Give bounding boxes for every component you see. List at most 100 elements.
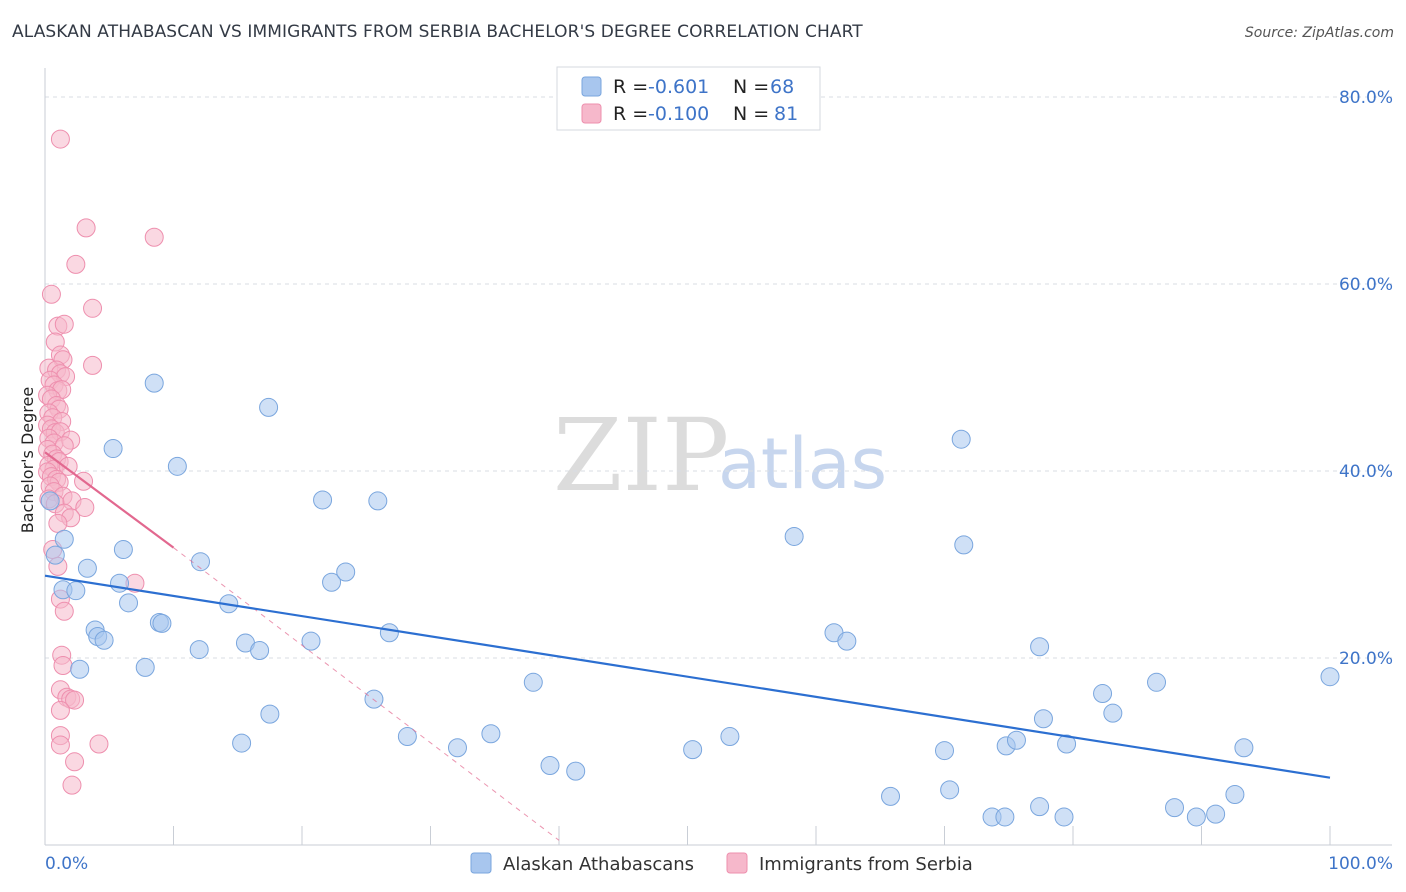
- point-serbia: [48, 513, 68, 533]
- point-serbia: [75, 497, 95, 517]
- y-tick-label-40: 40.0%: [1339, 462, 1393, 482]
- x-tick-label-max: 100.0%: [1328, 854, 1393, 874]
- point-athabascan: [94, 630, 114, 650]
- point-athabascan: [720, 727, 740, 747]
- point-serbia: [54, 314, 74, 334]
- point-athabascan: [260, 704, 280, 724]
- point-serbia: [83, 355, 103, 375]
- legend-r-label-2: R =: [613, 103, 648, 125]
- point-athabascan: [54, 529, 74, 549]
- legend-n-label-2: N =: [733, 103, 769, 125]
- point-athabascan: [66, 581, 86, 601]
- point-athabascan: [379, 623, 399, 643]
- y-tick-label-80: 80.0%: [1339, 88, 1393, 108]
- point-athabascan: [250, 641, 270, 661]
- point-serbia: [144, 227, 164, 247]
- point-serbia: [65, 752, 85, 772]
- legend-n-value-2: 81: [774, 103, 798, 125]
- point-serbia: [50, 700, 70, 720]
- point-athabascan: [232, 733, 252, 753]
- series-serbia-points: [38, 129, 164, 795]
- point-athabascan: [1057, 734, 1077, 754]
- point-athabascan: [70, 659, 90, 679]
- point-athabascan: [152, 613, 172, 633]
- point-athabascan: [364, 689, 384, 709]
- point-serbia: [65, 690, 85, 710]
- y-tick-label-60: 60.0%: [1339, 275, 1393, 295]
- point-athabascan: [1093, 684, 1113, 704]
- point-athabascan: [1103, 703, 1123, 723]
- point-athabascan: [119, 593, 139, 613]
- point-athabascan: [1006, 730, 1026, 750]
- legend-r-label-1: R =: [613, 76, 648, 98]
- point-athabascan: [1320, 667, 1340, 687]
- watermark-atlas: atlas: [718, 423, 887, 505]
- point-athabascan: [1186, 807, 1206, 827]
- series-legend: Alaskan Athabascans Immigrants from Serb…: [470, 852, 973, 875]
- point-athabascan: [1147, 672, 1167, 692]
- point-serbia: [50, 129, 70, 149]
- series-athabascan-points: [40, 373, 1340, 827]
- point-athabascan: [259, 397, 279, 417]
- legend-n-label-1: N =: [733, 76, 769, 98]
- point-athabascan: [1165, 798, 1185, 818]
- point-serbia: [50, 735, 70, 755]
- point-athabascan: [951, 429, 971, 449]
- legend-swatch-athabascan: [581, 76, 602, 97]
- bottom-legend-serbia: Immigrants from Serbia: [759, 854, 973, 875]
- point-athabascan: [481, 724, 501, 744]
- y-axis-label: Bachelor's Degree: [18, 387, 37, 533]
- gridlines: [45, 96, 1392, 659]
- point-athabascan: [935, 741, 954, 761]
- point-athabascan: [1234, 738, 1254, 758]
- point-serbia: [41, 284, 61, 304]
- point-athabascan: [368, 491, 388, 511]
- bottom-legend-athabascan: Alaskan Athabascans: [503, 854, 694, 875]
- point-athabascan: [940, 780, 960, 800]
- point-athabascan: [113, 540, 133, 560]
- point-athabascan: [301, 631, 321, 651]
- legend-r-value-2: -0.100: [648, 103, 709, 125]
- point-serbia: [54, 601, 74, 621]
- point-athabascan: [144, 373, 164, 393]
- point-athabascan: [313, 490, 333, 510]
- point-athabascan: [40, 491, 60, 511]
- trend-line-athabascan: [44, 574, 1331, 779]
- point-athabascan: [397, 727, 417, 747]
- point-serbia: [83, 298, 103, 318]
- point-serbia: [76, 218, 96, 238]
- chart-title: ALASKAN ATHABASCAN VS IMMIGRANTS FROM SE…: [12, 22, 863, 42]
- point-athabascan: [837, 631, 857, 651]
- point-athabascan: [683, 740, 703, 760]
- point-serbia: [53, 655, 73, 675]
- point-athabascan: [322, 572, 342, 592]
- point-athabascan: [45, 545, 65, 565]
- point-athabascan: [189, 640, 209, 660]
- point-athabascan: [1206, 804, 1226, 824]
- tick-labels: 20.0% 40.0% 60.0% 80.0% 0.0% 100.0%: [45, 88, 1393, 874]
- y-tick-label-20: 20.0%: [1339, 649, 1393, 669]
- point-serbia: [58, 456, 78, 476]
- point-serbia: [66, 254, 86, 274]
- trend-line-serbia: [44, 451, 175, 549]
- source-label: Source: ZipAtlas.com: [1244, 25, 1394, 41]
- point-athabascan: [1033, 709, 1053, 729]
- point-athabascan: [784, 526, 804, 546]
- watermark-zip: ZIP: [553, 397, 729, 514]
- trend-lines: [44, 451, 1331, 841]
- point-athabascan: [336, 562, 356, 582]
- point-athabascan: [77, 558, 97, 578]
- point-athabascan: [1030, 637, 1050, 657]
- point-athabascan: [540, 756, 560, 776]
- point-athabascan: [447, 738, 467, 758]
- point-athabascan: [1054, 807, 1074, 827]
- point-serbia: [89, 734, 109, 754]
- point-athabascan: [1225, 785, 1245, 805]
- point-athabascan: [954, 535, 974, 555]
- stats-legend: R = -0.601 N = 68 R = -0.100 N = 81: [556, 66, 821, 131]
- trend-extension-serbia: [173, 547, 560, 841]
- point-athabascan: [1030, 797, 1050, 817]
- point-athabascan: [135, 657, 155, 677]
- legend-r-value-1: -0.601: [648, 76, 709, 98]
